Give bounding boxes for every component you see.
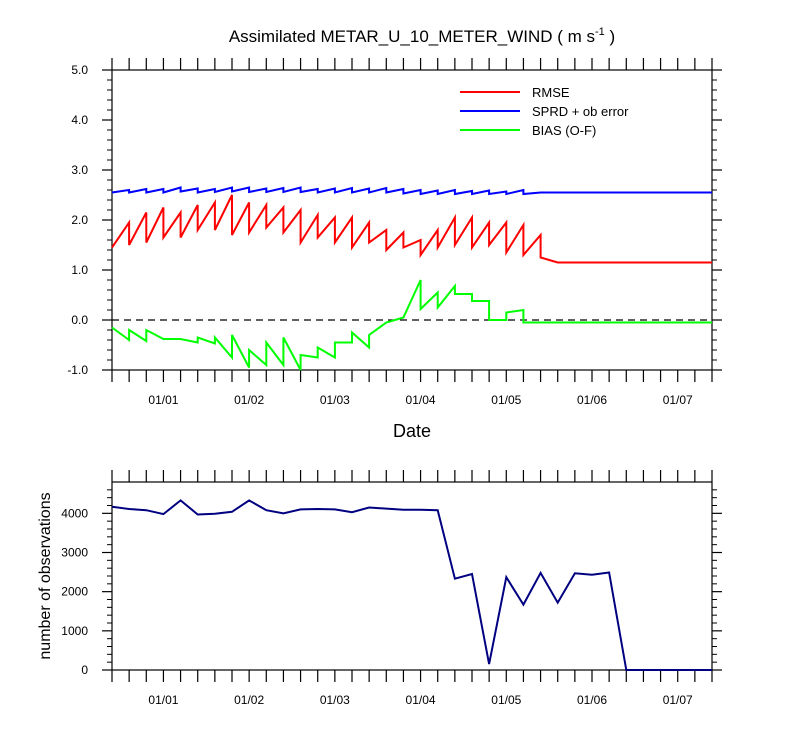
y-tick-label: 5.0 bbox=[71, 63, 88, 77]
y-tick-label: 4.0 bbox=[71, 113, 88, 127]
legend-label: BIAS (O-F) bbox=[532, 123, 596, 138]
y-tick-label: 0 bbox=[81, 663, 88, 677]
series-line-observations bbox=[111, 499, 712, 671]
y-tick-label: 3000 bbox=[61, 546, 88, 560]
x-axis-label: Date bbox=[393, 421, 431, 441]
x-tick-label: 01/02 bbox=[234, 393, 264, 407]
legend-label: RMSE bbox=[532, 85, 570, 100]
chart-title-main: Assimilated METAR_U_10_METER_WIND ( m s bbox=[229, 27, 595, 46]
x-tick-label: 01/04 bbox=[406, 393, 436, 407]
chart-title: Assimilated METAR_U_10_METER_WIND ( m s-… bbox=[229, 26, 615, 46]
y-tick-label: 2000 bbox=[61, 585, 88, 599]
chart-assimilated-wind: 01/01 01/02 01/03 01/04 01/05 01/06 01/07 -1.0 0… bbox=[67, 26, 722, 441]
x-tick-label: 01/02 bbox=[234, 693, 264, 707]
x-tick-label: 01/06 bbox=[577, 393, 607, 407]
x-tick-label: 01/01 bbox=[148, 693, 178, 707]
series-line-rmse bbox=[111, 194, 712, 264]
series-line-bias-o-f- bbox=[111, 279, 712, 371]
y-tick-label: 4000 bbox=[61, 506, 88, 520]
chart-observation-count: 01/01 01/02 01/03 01/04 01/05 01/06 01/07 0 1000… bbox=[37, 470, 722, 707]
legend-label: SPRD + ob error bbox=[532, 104, 629, 119]
y-tick-label: 1000 bbox=[61, 624, 88, 638]
x-tick-label: 01/07 bbox=[663, 393, 693, 407]
y-tick-label: 3.0 bbox=[71, 163, 88, 177]
x-tick-label: 01/07 bbox=[663, 693, 693, 707]
y-tick-label: -1.0 bbox=[67, 363, 88, 377]
y-tick-label: 0.0 bbox=[71, 313, 88, 327]
chart-title-superscript: -1 bbox=[595, 26, 605, 38]
x-tick-label: 01/04 bbox=[406, 693, 436, 707]
x-tick-label: 01/01 bbox=[148, 393, 178, 407]
chart-title-suffix: ) bbox=[605, 27, 615, 46]
x-tick-label: 01/03 bbox=[320, 693, 350, 707]
series-line-sprd-ob-error bbox=[111, 186, 712, 196]
x-tick-label: 01/05 bbox=[491, 393, 521, 407]
x-tick-label: 01/06 bbox=[577, 693, 607, 707]
x-tick-label: 01/05 bbox=[491, 693, 521, 707]
y-tick-label: 1.0 bbox=[71, 263, 88, 277]
x-tick-label: 01/03 bbox=[320, 393, 350, 407]
y-axis-label: number of observations bbox=[37, 492, 54, 659]
y-tick-label: 2.0 bbox=[71, 213, 88, 227]
